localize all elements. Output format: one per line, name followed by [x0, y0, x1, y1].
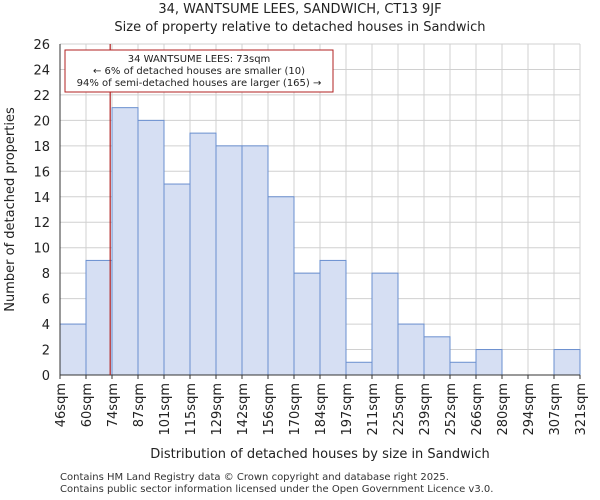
histogram-bar [423, 336, 451, 376]
histogram-bar [475, 349, 503, 376]
x-tick-label: 197sqm [340, 383, 355, 436]
x-tick-label: 184sqm [314, 383, 329, 436]
y-tick-label: 26 [33, 38, 50, 53]
x-tick-label: 129sqm [210, 383, 225, 436]
footer-copyright: Contains HM Land Registry data © Crown c… [60, 472, 449, 483]
histogram-bar [345, 361, 373, 376]
x-axis-label: Distribution of detached houses by size … [150, 447, 490, 462]
histogram-bar [319, 259, 347, 376]
y-tick-label: 16 [33, 165, 50, 180]
x-tick-label: 307sqm [548, 383, 563, 436]
histogram-bar [241, 145, 269, 376]
histogram-bar [267, 196, 295, 376]
x-tick-label: 294sqm [522, 383, 537, 436]
footer-licence: Contains public sector information licen… [60, 484, 494, 495]
y-tick-label: 14 [33, 191, 50, 206]
x-tick-label: 156sqm [262, 383, 277, 436]
x-tick-label: 170sqm [288, 383, 303, 436]
histogram-bar [137, 119, 165, 376]
y-tick-label: 24 [33, 63, 50, 78]
x-tick-label: 280sqm [496, 383, 511, 436]
annotation-line-3: 94% of semi-detached houses are larger (… [77, 78, 322, 89]
histogram-bar [553, 349, 581, 376]
y-tick-label: 18 [33, 140, 50, 155]
y-tick-label: 4 [42, 318, 50, 333]
annotation-line-1: 34 WANTSUME LEES: 73sqm [128, 54, 271, 65]
annotation-line-2: ← 6% of detached houses are smaller (10) [93, 66, 305, 77]
x-tick-label: 211sqm [366, 383, 381, 436]
x-tick-label: 115sqm [184, 383, 199, 436]
y-tick-label: 0 [42, 369, 50, 384]
histogram-bar [215, 145, 243, 376]
x-tick-label: 142sqm [236, 383, 251, 436]
y-tick-label: 6 [42, 293, 50, 308]
histogram-bar [163, 183, 191, 376]
chart-title: 34, WANTSUME LEES, SANDWICH, CT13 9JF [158, 2, 442, 17]
x-tick-label: 60sqm [80, 383, 95, 427]
y-axis-label: Number of detached properties [3, 107, 18, 312]
x-tick-label: 266sqm [470, 383, 485, 436]
histogram-bar [189, 132, 217, 376]
x-tick-label: 321sqm [574, 383, 589, 436]
histogram-bar [111, 107, 139, 376]
histogram-bar [397, 323, 425, 376]
histogram-bar [85, 259, 113, 376]
histogram-bar [449, 361, 477, 376]
y-tick-label: 20 [33, 114, 50, 129]
x-tick-label: 225sqm [392, 383, 407, 436]
x-tick-label: 101sqm [158, 383, 173, 436]
y-tick-label: 22 [33, 89, 50, 104]
x-tick-label: 252sqm [444, 383, 459, 436]
x-tick-label: 239sqm [418, 383, 433, 436]
histogram-bar [293, 272, 321, 376]
x-tick-label: 87sqm [132, 383, 147, 427]
x-tick-label: 74sqm [106, 383, 121, 427]
histogram-bar [371, 272, 399, 376]
histogram-bar [59, 323, 87, 376]
y-tick-label: 8 [42, 267, 50, 282]
y-tick-label: 10 [33, 242, 50, 257]
x-tick-label: 46sqm [54, 383, 69, 427]
y-tick-label: 12 [33, 216, 50, 231]
y-tick-label: 2 [42, 344, 50, 359]
annotation-box [64, 49, 334, 93]
chart-subtitle: Size of property relative to detached ho… [114, 20, 486, 35]
